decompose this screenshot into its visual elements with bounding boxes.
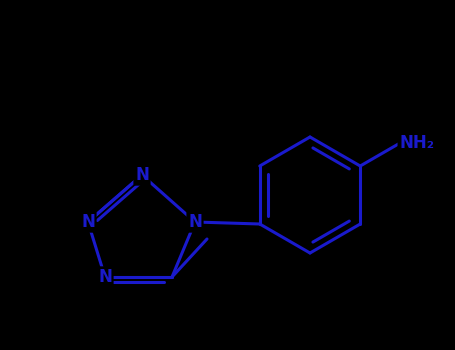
Text: N: N	[81, 213, 95, 231]
Text: N: N	[98, 268, 112, 286]
Text: N: N	[188, 213, 202, 231]
Text: NH₂: NH₂	[399, 134, 434, 153]
Text: N: N	[135, 166, 149, 184]
